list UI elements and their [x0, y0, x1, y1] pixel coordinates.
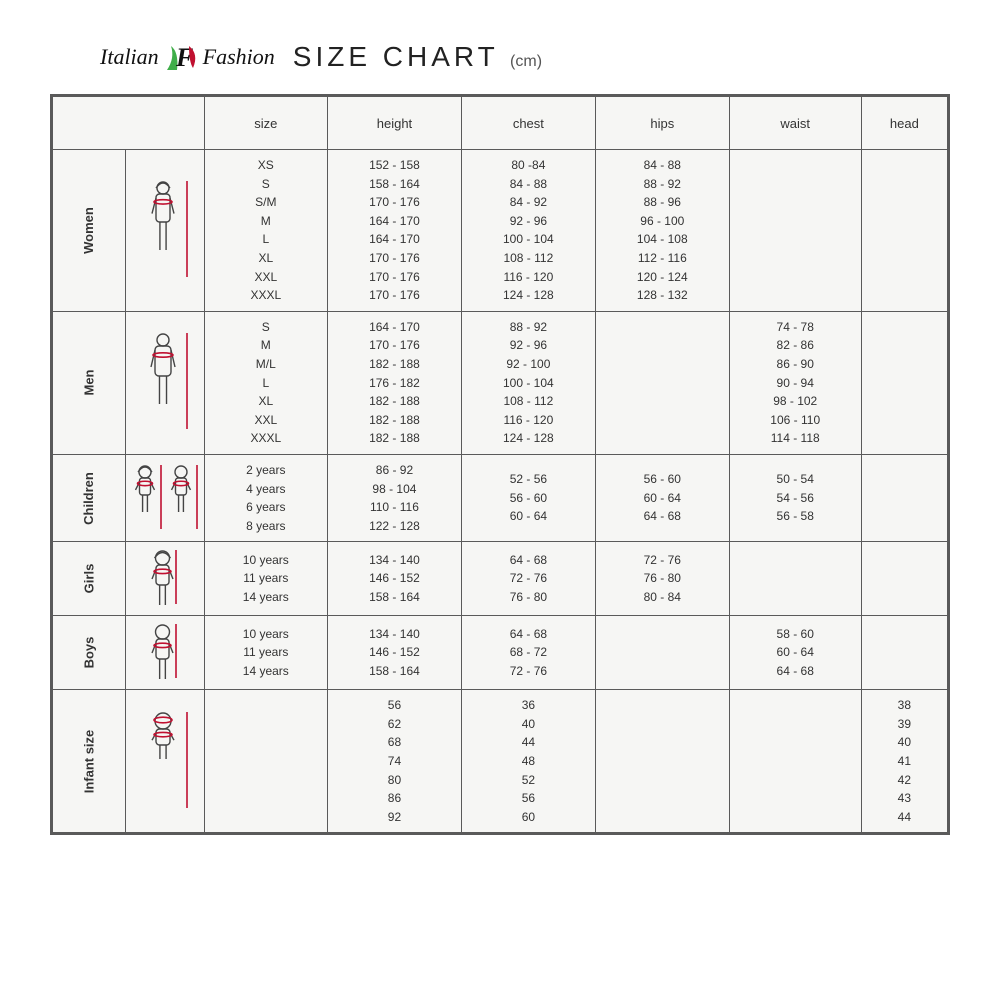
- value-cell: [861, 311, 948, 454]
- value-cell: 88 - 92 92 - 96 92 - 100 100 - 104 108 -…: [461, 311, 595, 454]
- category-label-cell: Children: [52, 454, 126, 541]
- value-cell: S M M/L L XL XXL XXXL: [204, 311, 327, 454]
- value-cell: 84 - 88 88 - 92 88 - 96 96 - 100 104 - 1…: [595, 150, 729, 312]
- value-cell: 38 39 40 41 42 43 44: [861, 690, 948, 834]
- value-cell: 74 - 78 82 - 86 86 - 90 90 - 94 98 - 102…: [729, 311, 861, 454]
- value-cell: [729, 542, 861, 616]
- header-blank: [52, 96, 205, 150]
- category-label-cell: Men: [52, 311, 126, 454]
- value-cell: 152 - 158 158 - 164 170 - 176 164 - 170 …: [327, 150, 461, 312]
- value-cell: 64 - 68 68 - 72 72 - 76: [461, 616, 595, 690]
- value-cell: [861, 454, 948, 541]
- value-cell: 56 62 68 74 80 86 92: [327, 690, 461, 834]
- value-cell: 50 - 54 54 - 56 56 - 58: [729, 454, 861, 541]
- title-text: SIZE CHART: [293, 41, 498, 72]
- brand-right: Fashion: [203, 44, 275, 70]
- value-cell: 10 years 11 years 14 years: [204, 542, 327, 616]
- category-label: Women: [81, 207, 96, 254]
- table-row: Boys 10 years 11 years 14 years134 - 140 …: [52, 616, 949, 690]
- size-chart-table: size height chest hips waist head Women X…: [50, 94, 950, 835]
- infant-icon: [125, 690, 204, 834]
- man-icon: [125, 311, 204, 454]
- category-label-cell: Boys: [52, 616, 126, 690]
- category-label: Men: [81, 370, 96, 396]
- value-cell: 134 - 140 146 - 152 158 - 164: [327, 616, 461, 690]
- col-chest: chest: [461, 96, 595, 150]
- value-cell: 164 - 170 170 - 176 182 - 188 176 - 182 …: [327, 311, 461, 454]
- value-cell: XS S S/M M L XL XXL XXXL: [204, 150, 327, 312]
- value-cell: [861, 616, 948, 690]
- value-cell: 72 - 76 76 - 80 80 - 84: [595, 542, 729, 616]
- value-cell: [861, 150, 948, 312]
- brand-logo: Italian F Fashion: [100, 40, 275, 74]
- col-waist: waist: [729, 96, 861, 150]
- value-cell: [861, 542, 948, 616]
- value-cell: [595, 616, 729, 690]
- col-hips: hips: [595, 96, 729, 150]
- header-row: size height chest hips waist head: [52, 96, 949, 150]
- children-icon: [125, 454, 204, 541]
- table-row: Men S M M/L L XL XXL XXXL164 - 170 170 - …: [52, 311, 949, 454]
- table-row: Infant size 56 62 68 74 80 86 9236 40 44 …: [52, 690, 949, 834]
- table-row: Women XS S S/M M L XL XXL XXXL152 - 158 1…: [52, 150, 949, 312]
- value-cell: [204, 690, 327, 834]
- category-label: Children: [81, 472, 96, 525]
- category-label: Boys: [81, 637, 96, 669]
- col-height: height: [327, 96, 461, 150]
- header: Italian F Fashion SIZE CHART (cm): [100, 40, 950, 74]
- value-cell: 52 - 56 56 - 60 60 - 64: [461, 454, 595, 541]
- logo-icon: F: [161, 40, 201, 74]
- col-head: head: [861, 96, 948, 150]
- category-label-cell: Infant size: [52, 690, 126, 834]
- category-label-cell: Girls: [52, 542, 126, 616]
- category-label: Infant size: [81, 730, 96, 794]
- category-label: Girls: [81, 564, 96, 594]
- page-title: SIZE CHART (cm): [293, 41, 542, 73]
- value-cell: [595, 690, 729, 834]
- col-size: size: [204, 96, 327, 150]
- category-label-cell: Women: [52, 150, 126, 312]
- value-cell: 58 - 60 60 - 64 64 - 68: [729, 616, 861, 690]
- boy-icon: [125, 616, 204, 690]
- value-cell: 36 40 44 48 52 56 60: [461, 690, 595, 834]
- value-cell: 80 -84 84 - 88 84 - 92 92 - 96 100 - 104…: [461, 150, 595, 312]
- table-row: Girls 10 years 11 years 14 years134 - 140…: [52, 542, 949, 616]
- value-cell: [729, 690, 861, 834]
- title-unit: (cm): [510, 53, 542, 70]
- woman-icon: [125, 150, 204, 312]
- value-cell: 56 - 60 60 - 64 64 - 68: [595, 454, 729, 541]
- girl-icon: [125, 542, 204, 616]
- value-cell: [729, 150, 861, 312]
- value-cell: 10 years 11 years 14 years: [204, 616, 327, 690]
- brand-left: Italian: [100, 44, 159, 70]
- value-cell: 2 years 4 years 6 years 8 years: [204, 454, 327, 541]
- value-cell: 64 - 68 72 - 76 76 - 80: [461, 542, 595, 616]
- value-cell: 134 - 140 146 - 152 158 - 164: [327, 542, 461, 616]
- table-row: Children 2 years 4 years 6 years 8 years8…: [52, 454, 949, 541]
- value-cell: [595, 311, 729, 454]
- value-cell: 86 - 92 98 - 104 110 - 116 122 - 128: [327, 454, 461, 541]
